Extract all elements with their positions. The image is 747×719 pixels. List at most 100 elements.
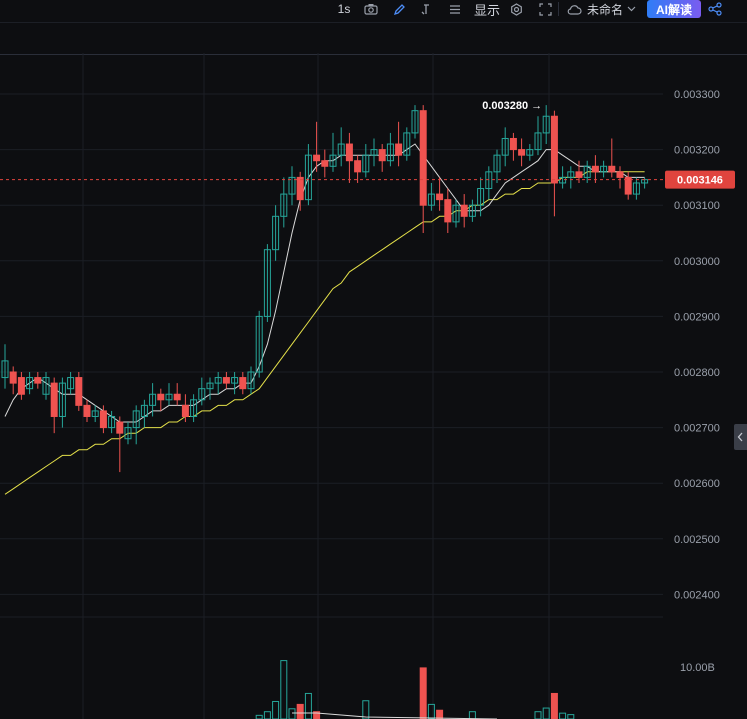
candle <box>493 149 501 183</box>
candles-layer <box>1 105 649 473</box>
candle-body <box>255 315 263 373</box>
volume-axis-tick: 10.00B <box>680 662 715 674</box>
volume-bar <box>550 692 558 719</box>
volume-bar <box>427 703 435 719</box>
candle <box>50 377 58 434</box>
candle-body <box>370 149 378 156</box>
candle <box>190 394 198 423</box>
candle <box>427 182 435 211</box>
volume-bar <box>296 703 304 719</box>
ai-interpret-button[interactable]: AI解读 <box>647 0 701 18</box>
candle <box>1 344 9 389</box>
candle-body <box>99 410 107 429</box>
high-price-marker: 0.003280 → <box>482 100 542 112</box>
candle <box>518 138 526 167</box>
candle-body <box>526 149 534 156</box>
candle-body <box>198 388 206 401</box>
candle-body <box>34 377 42 384</box>
candle <box>255 310 263 378</box>
fullscreen-icon[interactable] <box>536 0 554 18</box>
candle-body <box>460 204 468 217</box>
candle-body <box>263 249 271 317</box>
volume-bar <box>272 700 280 719</box>
volume-bar <box>288 708 296 719</box>
candle <box>378 144 386 172</box>
candle-body <box>58 382 66 417</box>
candle <box>99 405 107 434</box>
chevron-down-icon[interactable] <box>624 0 638 18</box>
candle-body <box>452 204 460 223</box>
candle-body <box>337 143 345 156</box>
candle <box>559 166 567 189</box>
price-axis: 0.003300 0.003200 0.003100 0.003000 0.002900… <box>674 89 720 601</box>
candle <box>140 399 148 428</box>
candle <box>370 138 378 167</box>
candle <box>485 166 493 200</box>
candle <box>329 132 337 172</box>
candle <box>362 144 370 178</box>
candle-body <box>42 377 50 395</box>
price-chart[interactable]: 0.003300 0.003200 0.003100 0.003000 0.002900… <box>0 53 747 719</box>
candle <box>272 205 280 261</box>
candle <box>91 405 99 423</box>
candle-body <box>616 171 624 178</box>
candle-body <box>427 193 435 206</box>
candle <box>641 177 649 189</box>
candle <box>165 383 173 406</box>
candle-body <box>132 410 140 429</box>
candle-body <box>509 137 517 151</box>
candle-body <box>108 415 116 429</box>
price-tick-label: 0.002500 <box>674 534 720 546</box>
candle <box>345 132 353 183</box>
menu-icon[interactable] <box>446 0 464 18</box>
candle-body <box>542 115 550 134</box>
candle-body <box>239 377 247 390</box>
candle <box>42 372 50 400</box>
cloud-icon[interactable] <box>565 0 583 18</box>
candle <box>214 372 222 395</box>
candle-body <box>304 154 312 201</box>
candle <box>157 388 165 411</box>
share-icon[interactable] <box>706 0 724 18</box>
candle <box>386 132 394 167</box>
layout-name[interactable]: 未命名 <box>586 2 623 17</box>
candle-body <box>591 165 599 173</box>
candle-body <box>17 377 25 395</box>
candle-body <box>50 382 58 417</box>
candle-body <box>329 154 337 167</box>
candle-body <box>378 149 386 162</box>
toolbar-divider <box>558 2 559 16</box>
candle <box>116 416 124 473</box>
candle-body <box>91 410 99 417</box>
price-tick-label: 0.002900 <box>674 311 720 323</box>
candle-body <box>26 377 34 390</box>
candle-body <box>345 143 353 162</box>
volume-bar <box>313 711 321 719</box>
candle <box>132 405 140 445</box>
candle-body <box>485 171 493 190</box>
candle-body <box>501 137 509 156</box>
candle <box>403 127 411 161</box>
bracket-icon[interactable] <box>418 0 436 18</box>
candle <box>452 199 460 228</box>
camera-icon[interactable] <box>362 0 380 18</box>
candle-body <box>222 377 230 384</box>
candle <box>550 110 558 217</box>
interval-button[interactable]: 1s <box>337 2 351 16</box>
price-tick-label: 0.002800 <box>674 367 720 379</box>
candle <box>67 372 75 395</box>
pen-icon[interactable] <box>390 0 408 18</box>
candle-body <box>75 377 83 406</box>
settings-icon[interactable] <box>507 0 525 18</box>
candle <box>591 155 599 183</box>
pane-resize-handle[interactable] <box>734 424 747 450</box>
candle <box>419 105 427 233</box>
candle-body <box>247 371 255 390</box>
ma-slow-line <box>4 171 645 495</box>
candle <box>460 194 468 228</box>
candle <box>173 383 181 406</box>
display-button[interactable]: 显示 <box>473 2 500 18</box>
candle-body <box>624 176 632 195</box>
candle-body <box>559 176 567 184</box>
candle <box>354 155 362 183</box>
